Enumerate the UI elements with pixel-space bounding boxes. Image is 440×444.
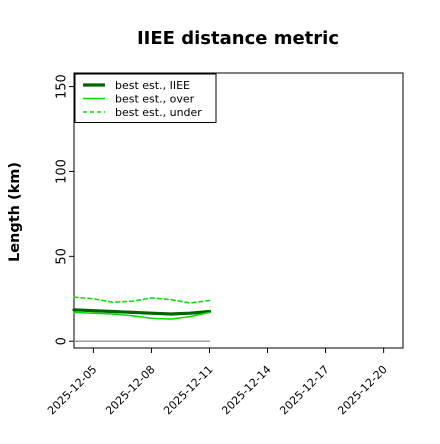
y-tick-label: 0: [55, 337, 70, 345]
legend-label: best est., over: [115, 92, 195, 105]
legend-label: best est., IIEE: [115, 79, 190, 92]
y-axis-label: Length (km): [7, 162, 23, 262]
x-tick-label: 2025-12-05: [45, 363, 99, 417]
x-tick-label: 2025-12-14: [219, 363, 273, 417]
plot-frame: [73, 72, 404, 349]
x-tick-label: 2025-12-17: [277, 363, 331, 417]
chart-title: IIEE distance metric: [137, 28, 339, 49]
y-tick-label: 100: [55, 159, 70, 184]
x-tick-label: 2025-12-20: [335, 363, 389, 417]
legend-label: best est., under: [115, 106, 202, 119]
x-tick-label: 2025-12-11: [161, 363, 215, 417]
y-tick-label: 150: [55, 74, 70, 99]
series-line-best-est-under: [73, 296, 211, 304]
series-line-best-est-iiee: [72, 308, 212, 316]
x-tick-label: 2025-12-08: [103, 363, 157, 417]
y-tick-label: 50: [55, 248, 70, 265]
series-line-best-est-over: [73, 311, 211, 320]
